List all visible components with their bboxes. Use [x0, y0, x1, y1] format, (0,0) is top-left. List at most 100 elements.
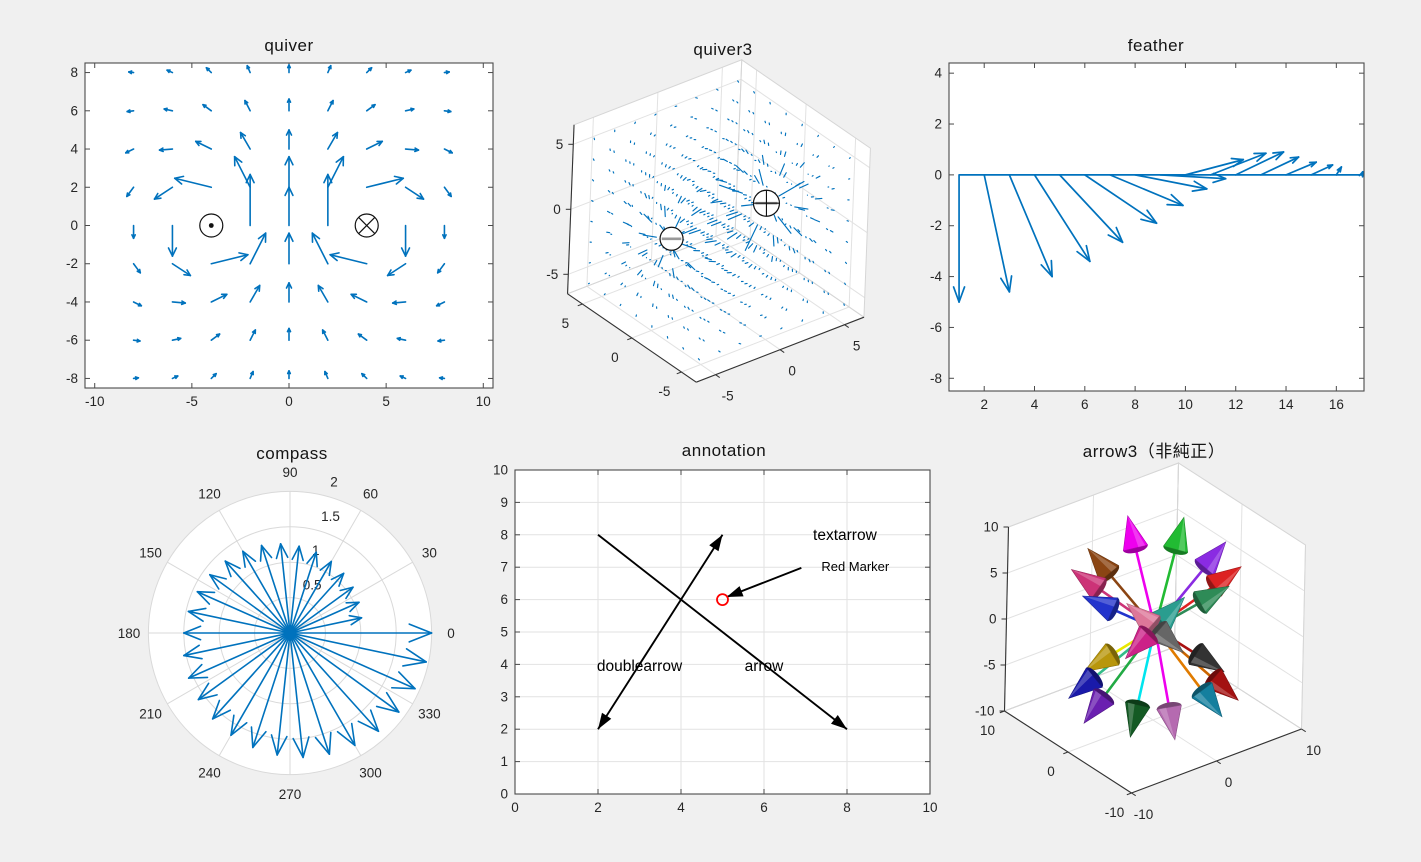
svg-text:120: 120 [198, 487, 221, 502]
feather-title: feather [1127, 36, 1185, 55]
svg-text:-2: -2 [930, 218, 942, 233]
svg-text:60: 60 [363, 487, 378, 502]
svg-text:10: 10 [983, 520, 998, 535]
svg-text:150: 150 [139, 546, 162, 561]
svg-text:-4: -4 [66, 294, 78, 309]
svg-text:14: 14 [1279, 397, 1295, 412]
svg-text:-6: -6 [66, 333, 78, 348]
svg-text:6: 6 [70, 103, 78, 118]
quiver-plot: -10 -5 0 5 10 -8 -6 -4 -2 0 2 4 6 8 [66, 62, 494, 409]
svg-text:2: 2 [934, 117, 942, 132]
quiver3-plot: -5 0 5 -5 0 5 -5 0 5 [546, 58, 871, 404]
svg-text:-4: -4 [930, 269, 942, 284]
svg-text:0: 0 [1047, 764, 1055, 779]
svg-text:0: 0 [611, 350, 619, 365]
svg-text:1: 1 [312, 543, 320, 558]
svg-text:6: 6 [1081, 397, 1089, 412]
svg-text:4: 4 [934, 66, 942, 81]
svg-text:1.5: 1.5 [321, 509, 340, 524]
svg-text:5: 5 [556, 137, 564, 152]
svg-text:2: 2 [330, 475, 338, 490]
svg-text:-10: -10 [975, 704, 995, 719]
svg-text:300: 300 [359, 765, 382, 780]
svg-text:2: 2 [500, 722, 508, 737]
svg-text:3: 3 [500, 689, 508, 704]
svg-text:4: 4 [677, 800, 685, 815]
svg-text:0: 0 [1225, 775, 1233, 790]
svg-text:-5: -5 [186, 394, 198, 409]
svg-text:330: 330 [418, 707, 441, 722]
svg-text:5: 5 [562, 316, 570, 331]
feather-plot: 2 4 6 8 10 12 14 16 -8 -6 -4 -2 0 2 4 [930, 62, 1365, 412]
svg-text:-5: -5 [983, 658, 995, 673]
svg-text:6: 6 [500, 592, 508, 607]
quiver-title: quiver [264, 36, 314, 55]
svg-text:-8: -8 [930, 371, 942, 386]
annotation-plot: 0 2 4 6 8 10 0 1 2 3 4 5 6 7 8 9 10 arrow doublearrow texta… [493, 463, 938, 816]
svg-text:-6: -6 [930, 320, 942, 335]
svg-text:-10: -10 [1134, 807, 1154, 822]
svg-text:240: 240 [198, 765, 221, 780]
svg-text:8: 8 [843, 800, 851, 815]
svg-text:10: 10 [493, 463, 508, 478]
svg-text:0: 0 [934, 167, 942, 182]
quiver-arrows [125, 64, 454, 381]
svg-text:5: 5 [382, 394, 390, 409]
svg-text:0: 0 [500, 787, 508, 802]
svg-text:180: 180 [118, 626, 141, 641]
svg-text:10: 10 [980, 723, 995, 738]
svg-text:-2: -2 [66, 256, 78, 271]
svg-text:0: 0 [788, 364, 796, 379]
svg-text:8: 8 [1131, 397, 1139, 412]
svg-text:4: 4 [500, 657, 508, 672]
svg-text:0: 0 [285, 394, 293, 409]
svg-text:arrow: arrow [745, 658, 785, 675]
svg-text:0: 0 [553, 202, 561, 217]
svg-text:8: 8 [500, 527, 508, 542]
svg-text:-5: -5 [546, 267, 558, 282]
svg-text:12: 12 [1228, 397, 1243, 412]
svg-text:10: 10 [1178, 397, 1193, 412]
svg-text:210: 210 [139, 707, 162, 722]
quiver3-title: quiver3 [693, 40, 753, 59]
svg-text:5: 5 [500, 625, 508, 640]
svg-text:10: 10 [922, 800, 937, 815]
svg-text:8: 8 [70, 65, 78, 80]
arrow3-title: arrow3（非純正） [1082, 442, 1226, 461]
compass-title: compass [256, 444, 328, 463]
svg-text:5: 5 [853, 339, 861, 354]
svg-text:0: 0 [70, 218, 78, 233]
svg-text:7: 7 [500, 560, 508, 575]
svg-text:270: 270 [279, 787, 302, 802]
svg-text:6: 6 [760, 800, 768, 815]
svg-text:5: 5 [990, 566, 998, 581]
svg-text:30: 30 [422, 546, 437, 561]
svg-text:10: 10 [1306, 743, 1321, 758]
svg-text:2: 2 [70, 180, 78, 195]
annotation-title: annotation [681, 441, 767, 460]
svg-text:-5: -5 [722, 389, 734, 404]
arrow3-plot: -10 0 10 -10 0 10 -10 -5 0 5 10 [975, 462, 1321, 822]
svg-text:4: 4 [1031, 397, 1039, 412]
svg-text:0: 0 [511, 800, 519, 815]
svg-text:0: 0 [447, 626, 455, 641]
svg-text:90: 90 [282, 465, 297, 480]
svg-text:16: 16 [1329, 397, 1344, 412]
svg-text:doublearrow: doublearrow [597, 658, 683, 675]
svg-text:textarrow: textarrow [813, 527, 878, 544]
svg-text:Red Marker: Red Marker [821, 559, 890, 574]
svg-text:-5: -5 [658, 384, 670, 399]
svg-text:2: 2 [594, 800, 602, 815]
svg-text:2: 2 [980, 397, 988, 412]
svg-text:0: 0 [989, 612, 997, 627]
quiver3-field [587, 80, 851, 361]
svg-text:-8: -8 [66, 371, 78, 386]
svg-text:9: 9 [500, 495, 508, 510]
svg-text:-10: -10 [1105, 805, 1125, 820]
svg-text:1: 1 [500, 754, 508, 769]
svg-text:-10: -10 [85, 394, 105, 409]
svg-text:4: 4 [70, 142, 78, 157]
